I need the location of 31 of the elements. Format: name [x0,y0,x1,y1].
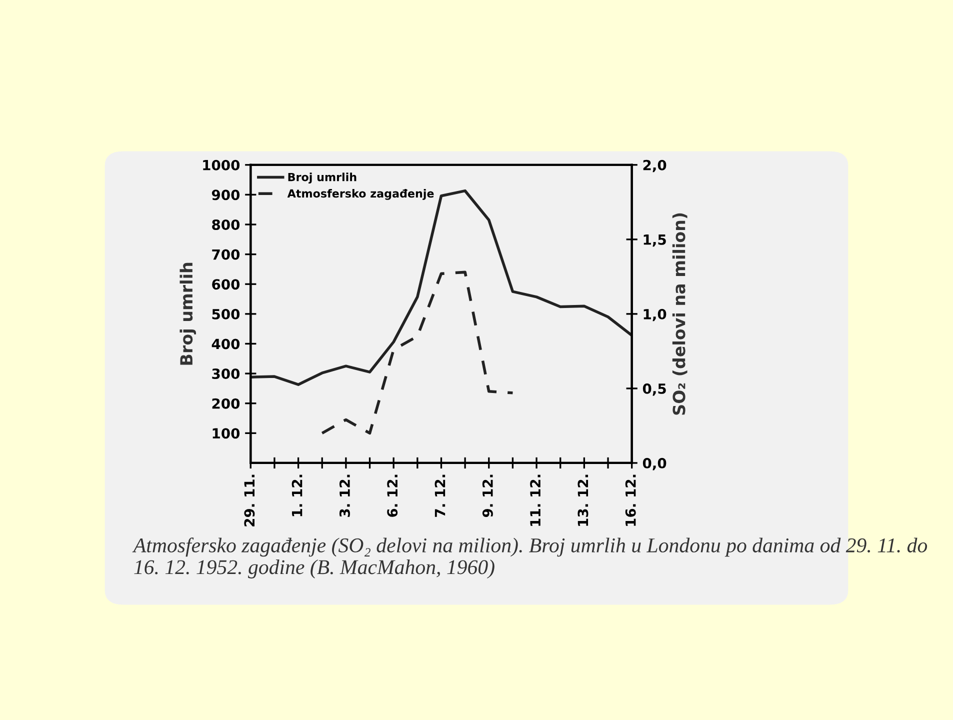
x-tick-label: 29. 11. [244,474,255,526]
y-tick-label: 500 [212,308,240,320]
y-tick-label: 600 [212,279,240,290]
y2-axis-title: SO₂ (delovi na milion) [672,213,688,415]
x-tick-label: 16. 12. [625,474,636,526]
y2-tick-label: 1,5 [644,234,666,247]
y2-tick-label: 2,0 [643,160,666,172]
y2-tick-label: 0,0 [642,458,666,470]
x-tick-label: 11. 12. [530,474,540,526]
x-tick-label: 1. 12. [292,474,302,516]
y-axis-title: Broj umrlih [180,262,196,365]
text: Atmosfersko zagađenje (SO₂ delovi na milion). Broj umrlih u Londonu po danima od 29. 11. do 16. 12. 1952. godine (B. MacMahon, 1960) [132,538,928,578]
legend-label: Atmosfersko zagađenje [287,189,434,200]
x-tick-label: 6. 12. [387,474,398,517]
y-tick-label: 800 [212,219,240,230]
y-tick-label: 700 [212,249,240,260]
y-tick-label: 900 [212,190,240,200]
y2-tick-label: 1,0 [644,308,666,322]
y-tick-label: 300 [212,368,240,380]
line-series [250,189,632,386]
x-tick-label: 3. 12. [339,474,350,517]
x-tick-label: 7. 12. [434,474,446,517]
y-tick-label: 1000 [203,160,240,170]
legend-label: Broj umrlih [288,172,356,184]
y-tick-label: 200 [212,398,240,409]
x-tick-label: 13. 12. [578,474,588,526]
y2-tick-label: 0,5 [642,383,666,396]
y-tick-label: 100 [212,428,240,439]
line-series [320,270,514,435]
x-tick-label: 9. 12. [482,474,493,518]
y-tick-label: 400 [212,338,240,350]
